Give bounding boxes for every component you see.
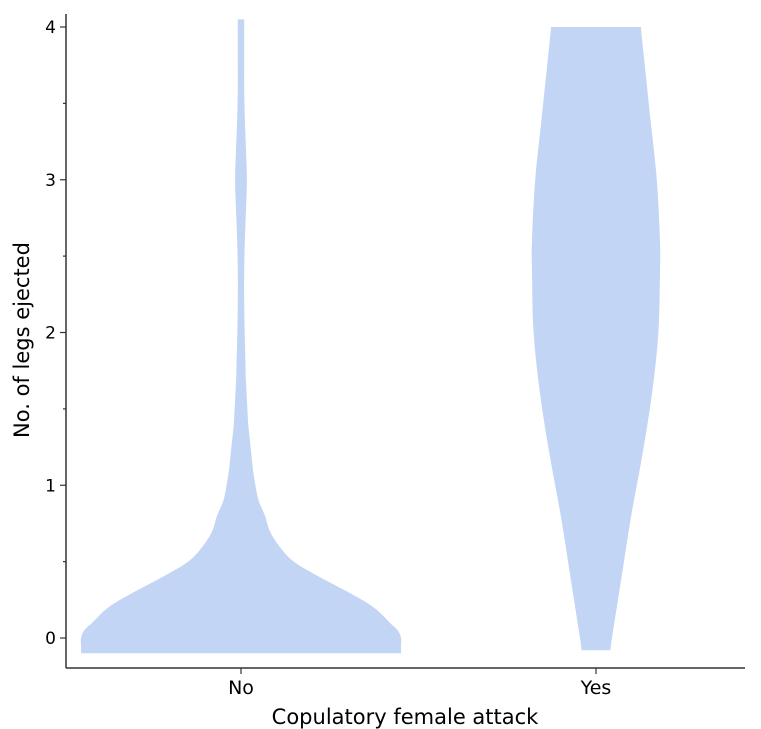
y-axis-title: No. of legs ejected	[10, 242, 34, 438]
y-tick-label: 4	[45, 18, 56, 38]
y-ticks: 0 1 2 3 4	[45, 18, 66, 649]
y-tick-label: 2	[45, 324, 56, 344]
violin-no	[80, 19, 402, 654]
y-tick-label: 0	[45, 629, 56, 649]
y-tick-label: 3	[45, 171, 56, 191]
y-tick-label: 1	[45, 476, 56, 496]
x-tick-label-no: No	[228, 677, 254, 699]
x-ticks: No Yes	[228, 668, 611, 699]
violins-layer	[80, 19, 661, 654]
x-axis-title: Copulatory female attack	[272, 705, 539, 729]
violin-yes	[531, 27, 661, 651]
x-tick-label-yes: Yes	[580, 677, 612, 699]
